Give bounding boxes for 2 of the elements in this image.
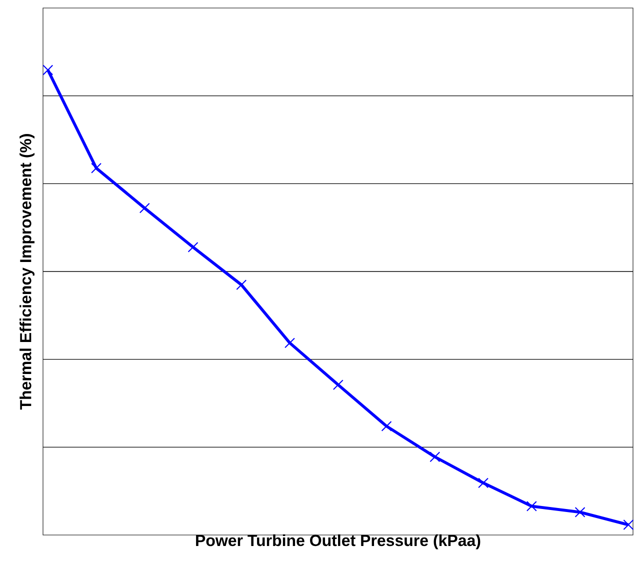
y-axis-title: Thermal Efficiency Improvement (%) xyxy=(20,134,34,410)
x-axis-title: Power Turbine Outlet Pressure (kPaa) xyxy=(196,534,480,550)
